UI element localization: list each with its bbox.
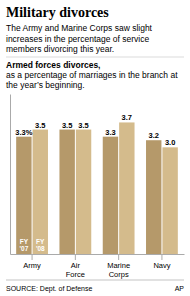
source-rule [6, 280, 184, 281]
bar [33, 130, 48, 254]
series-label: FY'07 [19, 238, 28, 253]
title: Military divorces [6, 5, 109, 20]
separator [6, 57, 184, 58]
x-tick: MarineCorps [107, 254, 130, 279]
subtitle: The Army and Marine Corps saw slightincr… [6, 23, 153, 54]
bar [59, 130, 74, 254]
x-tick-label-line: Force [66, 270, 85, 279]
value-label: 3.3% [15, 128, 32, 137]
x-tick-label-line: Army [23, 261, 41, 270]
x-axis: Army AirForce MarineCorps Navy [11, 254, 185, 279]
credit: AP [175, 285, 185, 292]
chart: Military divorces The Army and Marine Cor… [0, 0, 190, 296]
chart-label-bold: Armed forces divorces, [6, 60, 100, 70]
value-label: 3.5 [35, 121, 45, 130]
x-tick-label: AirForce [66, 261, 85, 278]
bar [103, 137, 118, 254]
x-tick: AirForce [66, 254, 85, 279]
subtitle-line: The Army and Marine Corps saw slight [6, 23, 153, 33]
bar [16, 137, 31, 254]
x-tick-mark [32, 254, 33, 260]
x-tick-label-line: Corps [109, 270, 129, 279]
series-label: FY'08 [36, 238, 45, 253]
chart-label-bold-line: Armed forces divorces, [6, 60, 100, 70]
bar [119, 122, 134, 254]
x-tick-label: Army [23, 261, 41, 270]
series-label-line: '07 [19, 245, 28, 252]
value-label: 3.2 [149, 131, 159, 140]
x-tick-mark [161, 254, 162, 260]
value-label: 3.7 [122, 113, 132, 122]
value-labels: 3.3%3.53.33.2FY'073.53.53.73.0FY'08 [15, 113, 175, 252]
value-label: 3.5 [78, 121, 88, 130]
value-label: 3.3 [105, 128, 115, 137]
x-tick: Navy [153, 254, 170, 270]
x-tick-mark [75, 254, 76, 260]
y-axis [10, 95, 11, 255]
title-line: Military divorces [6, 5, 109, 20]
x-tick-label: Navy [153, 261, 170, 270]
subtitle-line: increases in the percentage of service [6, 34, 149, 44]
x-axis-line [11, 254, 185, 255]
x-tick-label-line: Navy [153, 261, 170, 270]
value-label: 3.5 [62, 121, 72, 130]
value-label: 3.0 [165, 138, 175, 147]
x-tick-mark [118, 254, 119, 260]
bar [76, 130, 91, 254]
chart-label-line: the year’s beginning. [6, 80, 85, 90]
bar [162, 147, 177, 254]
x-tick: Army [23, 254, 41, 270]
chart-label-line: as a percentage of marriages in the bran… [6, 70, 178, 80]
subtitle-line: members divorcing this year. [6, 44, 114, 54]
series-label-line: FY [20, 238, 29, 245]
bar [146, 140, 161, 254]
chart-label: as a percentage of marriages in the bran… [6, 70, 178, 90]
series-label-line: FY [36, 238, 45, 245]
bars [16, 122, 178, 254]
series-label-line: '08 [36, 245, 45, 252]
y-axis-line [10, 95, 11, 255]
source: SOURCE: Dept. of Defense [6, 285, 92, 293]
x-tick-label: MarineCorps [107, 261, 130, 278]
